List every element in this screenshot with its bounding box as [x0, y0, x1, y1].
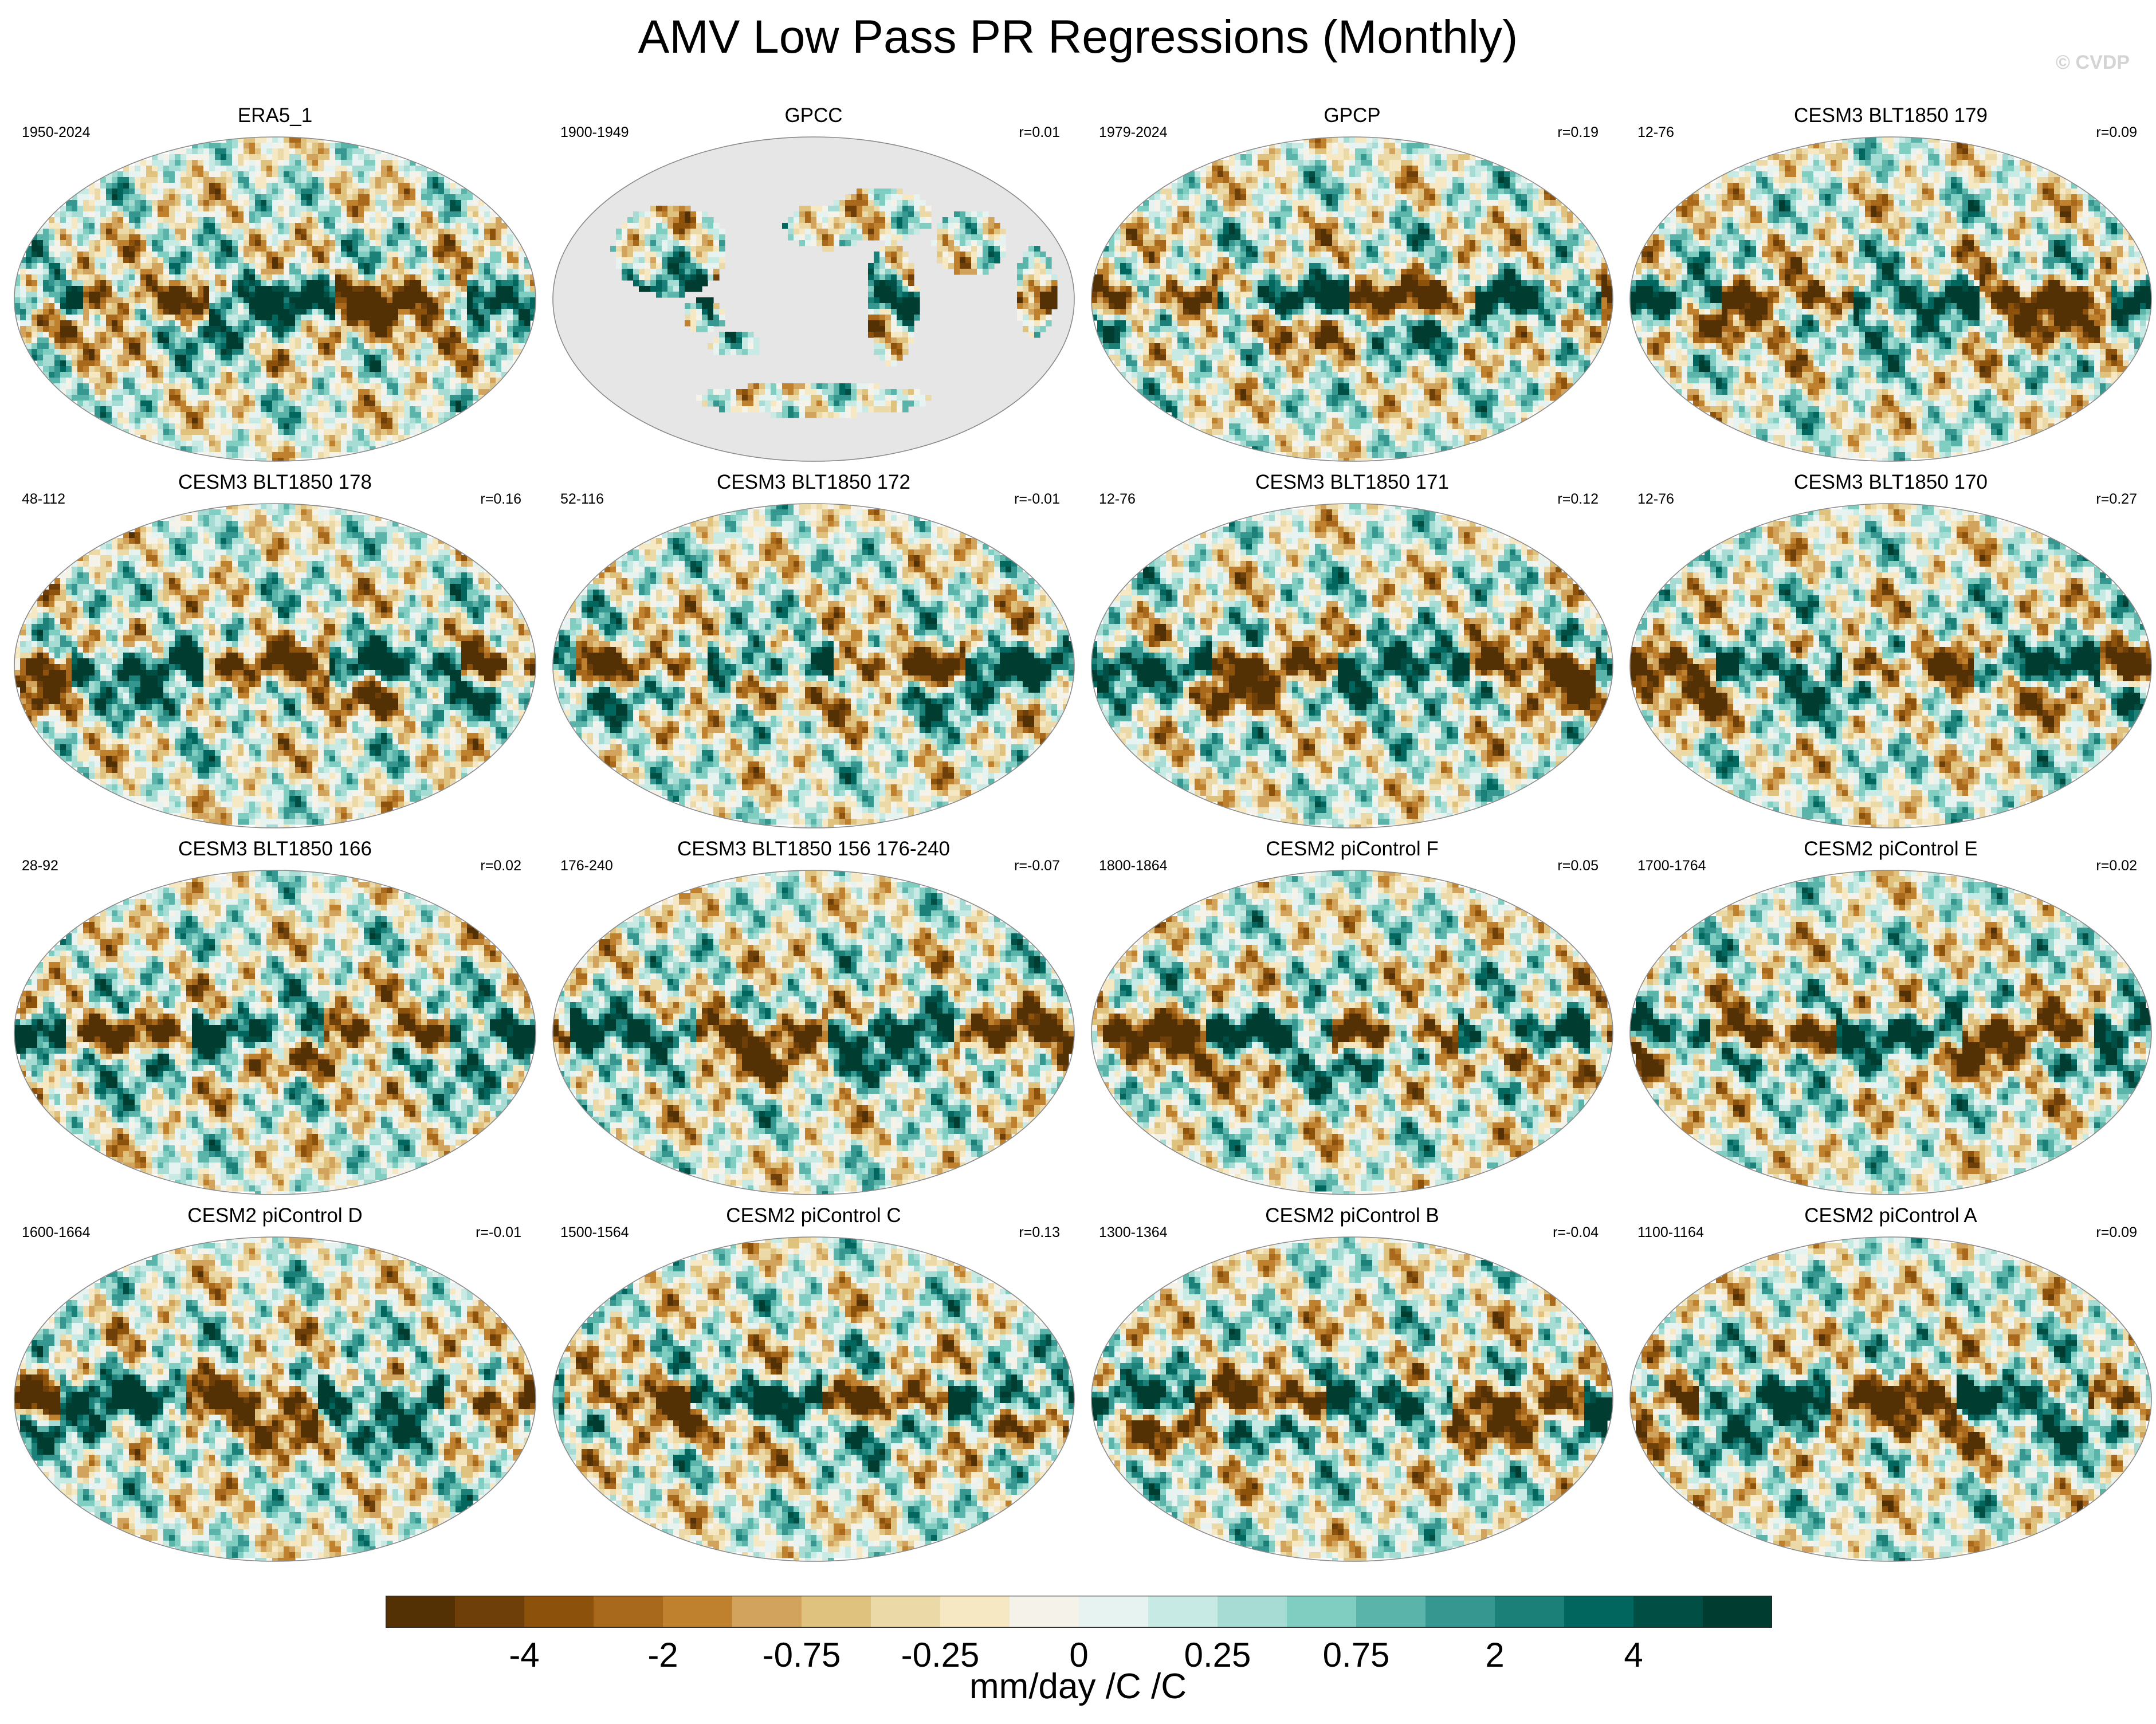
- colorbar-swatch: [386, 1596, 455, 1628]
- world-map: [11, 498, 539, 837]
- panel-title: CESM3 BLT1850 166: [11, 837, 539, 862]
- colorbar-swatch: [940, 1596, 1010, 1628]
- world-map: [1627, 132, 2154, 470]
- colorbar-swatch: [871, 1596, 941, 1628]
- world-map: [11, 1232, 539, 1570]
- map-panel: ERA5_1 1950-2024: [11, 103, 539, 470]
- world-map: [11, 865, 539, 1203]
- world-map: [1089, 498, 1616, 837]
- panel-title: CESM2 piControl B: [1089, 1203, 1616, 1228]
- world-map: [1627, 1232, 2154, 1570]
- colorbar-swatch: [663, 1596, 733, 1628]
- map-panel: CESM3 BLT1850 156 176-240 176-240 r=-0.07: [550, 837, 1077, 1203]
- colorbar-swatch: [1425, 1596, 1495, 1628]
- panel-title: CESM2 piControl F: [1089, 837, 1616, 862]
- panel-title: GPCC: [550, 103, 1077, 128]
- colorbar-swatch: [1633, 1596, 1703, 1628]
- panel-title: CESM3 BLT1850 156 176-240: [550, 837, 1077, 862]
- colorbar-swatch: [1356, 1596, 1426, 1628]
- colorbar-swatch: [1287, 1596, 1357, 1628]
- map-panel: CESM3 BLT1850 179 12-76 r=0.09: [1627, 103, 2154, 470]
- panel-title: ERA5_1: [11, 103, 539, 128]
- map-panel: CESM3 BLT1850 166 28-92 r=0.02: [11, 837, 539, 1203]
- colorbar-swatch: [802, 1596, 871, 1628]
- world-map: [1627, 498, 2154, 837]
- panel-title: CESM2 piControl D: [11, 1203, 539, 1228]
- panel-title: CESM3 BLT1850 171: [1089, 470, 1616, 495]
- colorbar-swatch: [1010, 1596, 1079, 1628]
- world-map: [550, 1232, 1077, 1570]
- colorbar-swatch: [1218, 1596, 1287, 1628]
- world-map: [1089, 132, 1616, 470]
- map-panel: CESM2 piControl D 1600-1664 r=-0.01: [11, 1203, 539, 1570]
- map-panel-grid: ERA5_1 1950-2024 GPCC 1900-1949 r=0.01 GPCP 19…: [0, 0, 2156, 1570]
- map-panel: CESM3 BLT1850 172 52-116 r=-0.01: [550, 470, 1077, 837]
- world-map: [1627, 865, 2154, 1203]
- colorbar: [386, 1596, 1772, 1628]
- colorbar-swatch: [1703, 1596, 1772, 1628]
- panel-title: CESM3 BLT1850 170: [1627, 470, 2154, 495]
- map-panel: GPCP 1979-2024 r=0.19: [1089, 103, 1616, 470]
- world-map: [1089, 865, 1616, 1203]
- panel-title: CESM2 piControl C: [550, 1203, 1077, 1228]
- map-panel: GPCC 1900-1949 r=0.01: [550, 103, 1077, 470]
- map-panel: CESM2 piControl A 1100-1164 r=0.09: [1627, 1203, 2154, 1570]
- panel-title: CESM3 BLT1850 179: [1627, 103, 2154, 128]
- map-panel: CESM2 piControl E 1700-1764 r=0.02: [1627, 837, 2154, 1203]
- map-panel: CESM2 piControl B 1300-1364 r=-0.04: [1089, 1203, 1616, 1570]
- panel-title: CESM2 piControl E: [1627, 837, 2154, 862]
- colorbar-swatch: [1079, 1596, 1149, 1628]
- colorbar-swatch: [1148, 1596, 1218, 1628]
- colorbar-swatch: [524, 1596, 594, 1628]
- colorbar-label: mm/day /C /C: [0, 1664, 2156, 1710]
- map-panel: CESM2 piControl C 1500-1564 r=0.13: [550, 1203, 1077, 1570]
- map-panel: CESM3 BLT1850 170 12-76 r=0.27: [1627, 470, 2154, 837]
- panel-title: CESM3 BLT1850 172: [550, 470, 1077, 495]
- world-map: [1089, 1232, 1616, 1570]
- colorbar-swatch: [732, 1596, 802, 1628]
- panel-title: CESM2 piControl A: [1627, 1203, 2154, 1228]
- world-map: [550, 498, 1077, 837]
- map-panel: CESM3 BLT1850 171 12-76 r=0.12: [1089, 470, 1616, 837]
- map-panel: CESM2 piControl F 1800-1864 r=0.05: [1089, 837, 1616, 1203]
- colorbar-swatch: [1564, 1596, 1634, 1628]
- world-map: [11, 132, 539, 470]
- colorbar-swatch: [455, 1596, 525, 1628]
- panel-title: GPCP: [1089, 103, 1616, 128]
- map-panel: CESM3 BLT1850 178 48-112 r=0.16: [11, 470, 539, 837]
- world-map: [550, 132, 1077, 470]
- colorbar-swatch: [594, 1596, 663, 1628]
- world-map: [550, 865, 1077, 1203]
- colorbar-swatch: [1495, 1596, 1565, 1628]
- panel-title: CESM3 BLT1850 178: [11, 470, 539, 495]
